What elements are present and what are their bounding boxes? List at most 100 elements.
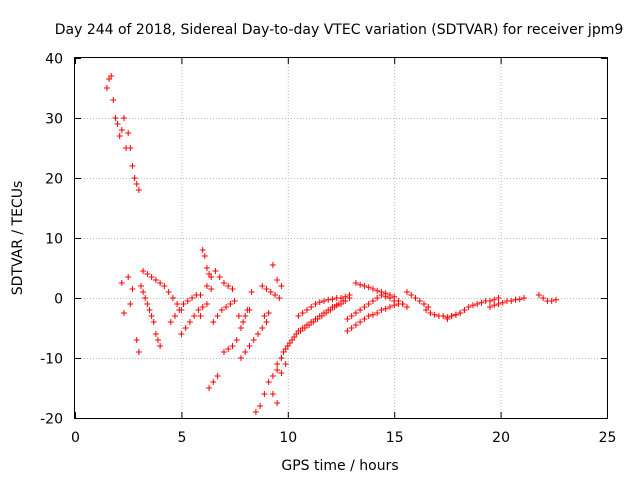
data-point <box>310 319 317 325</box>
y-tick-label: 10 <box>45 232 63 248</box>
data-point <box>263 319 270 325</box>
data-point <box>133 181 140 187</box>
data-point <box>203 265 210 271</box>
data-point <box>265 310 272 316</box>
data-point <box>274 277 281 283</box>
data-point <box>227 301 234 307</box>
data-point <box>403 304 410 310</box>
data-point <box>361 304 368 310</box>
data-point <box>312 301 319 307</box>
data-point <box>465 304 472 310</box>
data-point <box>408 292 415 298</box>
data-point <box>329 296 336 303</box>
data-point <box>137 283 144 289</box>
data-point <box>112 115 119 121</box>
grid-lines <box>75 58 607 418</box>
data-point <box>352 322 359 328</box>
data-point <box>301 325 308 331</box>
data-point <box>423 307 430 313</box>
data-point <box>344 328 351 334</box>
data-point <box>197 292 204 298</box>
data-point <box>263 286 270 292</box>
data-point <box>282 361 289 367</box>
data-point <box>369 286 376 292</box>
data-point <box>150 319 157 325</box>
data-point <box>295 313 302 319</box>
data-point <box>195 307 202 313</box>
data-point <box>297 328 304 334</box>
data-point <box>274 400 281 406</box>
data-point <box>257 403 264 409</box>
y-tick-label: -10 <box>40 352 63 368</box>
data-point <box>382 290 389 297</box>
x-tick-labels: 0 5 10 15 20 25 <box>71 430 616 446</box>
data-point <box>495 295 502 301</box>
data-point <box>108 73 115 79</box>
data-point <box>197 313 204 319</box>
x-tick-label: 10 <box>279 430 297 446</box>
data-point <box>223 304 230 310</box>
data-point <box>161 283 168 289</box>
data-point <box>157 280 164 286</box>
data-point <box>335 301 342 307</box>
data-point <box>457 310 464 316</box>
data-point <box>508 298 515 304</box>
data-point <box>127 145 134 151</box>
data-point <box>361 283 368 289</box>
data-point <box>293 331 300 337</box>
plot-frame <box>74 57 608 419</box>
data-point <box>186 319 193 325</box>
data-point <box>116 133 123 139</box>
data-point <box>369 311 376 318</box>
data-point <box>142 295 149 301</box>
data-point <box>261 391 268 397</box>
data-point <box>220 349 227 355</box>
data-point <box>174 301 181 307</box>
data-point <box>199 247 206 253</box>
data-point <box>382 305 389 312</box>
data-point <box>267 289 274 295</box>
data-point <box>314 316 321 322</box>
data-point <box>144 301 151 307</box>
data-point <box>269 373 276 379</box>
data-point <box>491 296 498 303</box>
data-point <box>378 307 385 313</box>
data-point <box>378 289 385 295</box>
data-point <box>157 343 164 349</box>
data-point <box>403 289 410 295</box>
data-point <box>278 370 285 376</box>
data-point <box>416 298 423 304</box>
y-axis-label: SDTVAR / TECUs <box>10 181 26 296</box>
data-point <box>146 307 153 313</box>
data-point <box>552 296 559 303</box>
data-point <box>240 319 247 325</box>
x-axis-label: GPS time / hours <box>281 458 398 474</box>
data-point <box>242 349 249 355</box>
data-point <box>540 295 547 301</box>
data-point <box>176 307 183 313</box>
data-point <box>303 307 310 313</box>
data-point <box>110 97 117 103</box>
data-point <box>259 325 266 331</box>
data-point <box>269 262 276 268</box>
data-point <box>133 337 140 343</box>
data-point <box>420 301 427 307</box>
data-point <box>255 331 262 337</box>
data-point <box>131 175 138 181</box>
data-point <box>352 280 359 286</box>
data-point <box>225 346 232 352</box>
data-point <box>323 310 330 316</box>
data-point <box>203 301 210 307</box>
data-point <box>278 283 285 289</box>
data-point <box>284 343 291 349</box>
data-point <box>318 313 325 319</box>
data-point <box>386 292 393 298</box>
data-point <box>495 301 502 307</box>
data-point <box>235 313 242 319</box>
data-point <box>152 331 159 337</box>
data-point <box>344 316 351 322</box>
data-point <box>399 301 406 307</box>
data-point <box>201 253 208 259</box>
data-point <box>474 301 481 307</box>
